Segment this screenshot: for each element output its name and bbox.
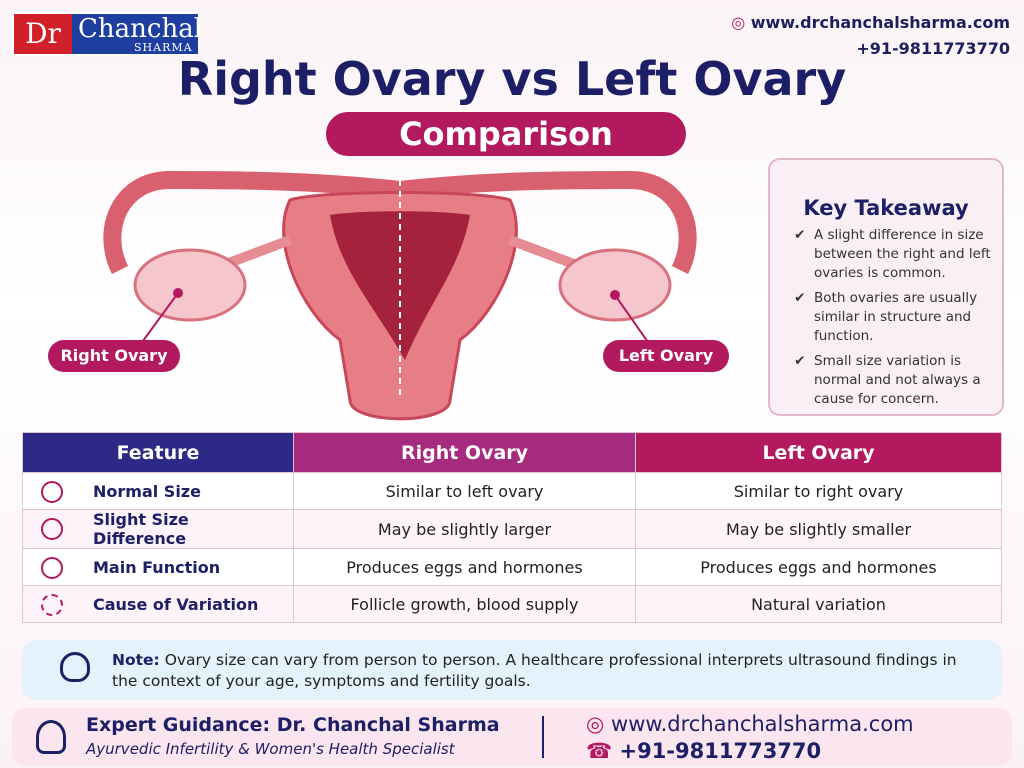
cell: Natural variation xyxy=(635,585,1002,623)
logo-name: Chanchal xyxy=(78,14,203,44)
cell: Produces eggs and hormones xyxy=(635,548,1002,586)
title: Right Ovary vs Left Ovary xyxy=(177,52,847,106)
feature-cell: Slight Size Difference xyxy=(22,509,294,549)
footer-phone[interactable]: ☎ +91-9811773770 xyxy=(586,739,822,763)
subtitle: Comparison xyxy=(326,112,686,156)
header-cell: Left Ovary xyxy=(635,432,1002,473)
logo-surname: SHARMA xyxy=(134,41,193,54)
logo: Dr Chanchal SHARMA xyxy=(12,12,203,56)
feature-text: Normal Size xyxy=(93,481,201,501)
key-takeaway: Key Takeaway A slight difference in size… xyxy=(768,158,1004,416)
cell: Follicle growth, blood supply xyxy=(293,585,636,623)
contact: ◎ www.drchanchalsharma.com +91-981177377… xyxy=(731,10,1010,62)
divider xyxy=(542,716,544,758)
key-points: A slight difference in size between the … xyxy=(778,226,994,409)
bulb-icon xyxy=(60,652,90,682)
website[interactable]: ◎ www.drchanchalsharma.com xyxy=(731,13,1010,32)
key-takeaway-title: Key Takeaway xyxy=(803,196,969,220)
website-text: www.drchanchalsharma.com xyxy=(750,13,1010,32)
feature-text: Cause of Variation xyxy=(93,594,259,614)
right-ovary-label: Right Ovary xyxy=(48,340,180,372)
uterus-illustration xyxy=(103,170,697,421)
header-cell: Feature xyxy=(22,432,294,473)
cell: Similar to left ovary xyxy=(293,472,636,510)
key-point: Small size variation is normal and not a… xyxy=(814,352,994,409)
logo-dr: Dr xyxy=(14,14,72,54)
footer-phone-text: +91-9811773770 xyxy=(619,739,822,763)
header-cell: Right Ovary xyxy=(293,432,636,473)
phone[interactable]: +91-9811773770 xyxy=(856,39,1010,58)
footer-website-text: www.drchanchalsharma.com xyxy=(611,712,914,736)
feature-text: Slight Size Difference xyxy=(93,510,189,548)
footer-website[interactable]: ◎ www.drchanchalsharma.com xyxy=(586,712,914,736)
footer-subtitle: Ayurvedic Infertility & Women's Health S… xyxy=(86,740,455,758)
key-point: Both ovaries are usually similar in stru… xyxy=(814,289,994,346)
footer: Expert Guidance: Dr. Chanchal Sharma Ayu… xyxy=(12,708,1012,766)
doctor-icon xyxy=(36,720,66,754)
cell: Similar to right ovary xyxy=(635,472,1002,510)
note-text: Ovary size can vary from person to perso… xyxy=(112,651,957,690)
key-point: A slight difference in size between the … xyxy=(814,226,994,283)
feature-cell: Main Function xyxy=(22,548,294,586)
feature-cell: Normal Size xyxy=(22,472,294,510)
left-ovary-label: Left Ovary xyxy=(603,340,729,372)
comparison-table: Feature Right Ovary Left Ovary Normal Si… xyxy=(22,432,1002,623)
feature-cell: Cause of Variation xyxy=(22,585,294,623)
note: Note: Ovary size can vary from person to… xyxy=(22,640,1002,700)
footer-title: Expert Guidance: Dr. Chanchal Sharma xyxy=(86,714,500,736)
cell: May be slightly smaller xyxy=(635,509,1002,549)
cell: Produces eggs and hormones xyxy=(293,548,636,586)
feature-text: Main Function xyxy=(93,557,221,577)
cell: May be slightly larger xyxy=(293,509,636,549)
note-label: Note: xyxy=(112,651,160,669)
